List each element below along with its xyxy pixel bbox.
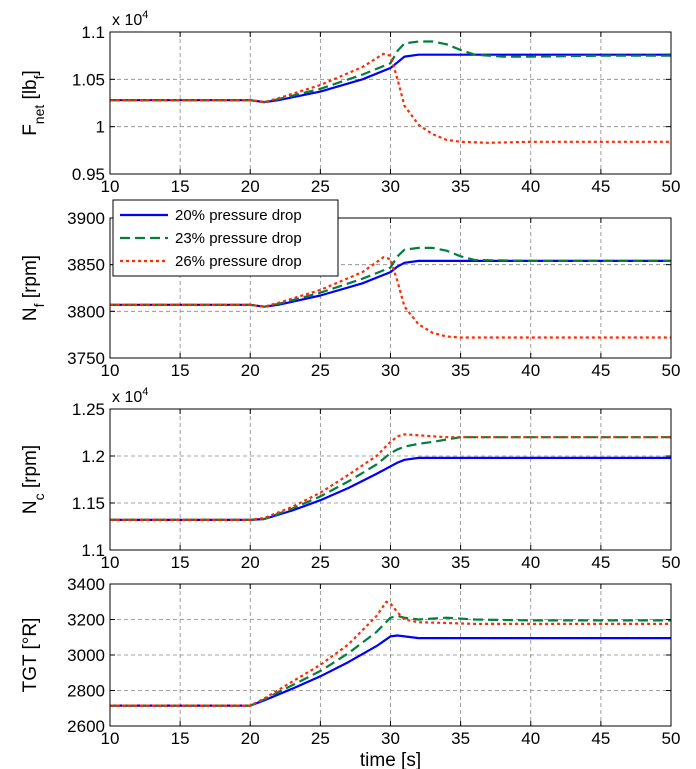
y-axis-label: Fnet [lbf] [20,70,47,136]
x-tick-label: 15 [171,177,190,196]
x-tick-label: 20 [241,361,260,380]
x-tick-label: 10 [101,553,120,572]
panel-2: 10 15 20 25 30 35 40 45 50 3750 3800 3850 3900 Nf [rp… [20,199,681,380]
y-tick-label: 3000 [67,646,105,665]
y-axis-label: TGT [°R] [20,618,41,693]
x-tick-label: 50 [662,553,681,572]
x-tick-label: 40 [521,729,540,748]
x-tick-label: 20 [241,177,260,196]
x-tick-label: 30 [381,177,400,196]
series-line-1 [110,634,671,707]
legend-label-3: 26% pressure drop [175,253,302,270]
panel-4: 10 15 20 25 30 35 40 45 50 2600 2800 3000 3200 3400 TG… [20,575,680,769]
x-tick-label: 30 [381,553,400,572]
x-tick-label: 15 [171,553,190,572]
x-tick-label: 50 [662,729,681,748]
x-tick-label: 50 [662,361,681,380]
panel-1: 10 15 20 25 30 35 40 45 50 0.95 1 1.05 1.1 x 104 Fnet … [20,9,680,196]
x-tick-label: 35 [451,553,470,572]
series-line-2 [110,436,671,522]
legend-label-2: 23% pressure drop [175,230,302,247]
y-tick-label: 1.05 [72,70,105,89]
y-tick-label: 3850 [67,256,105,275]
y-tick-label: 2800 [67,682,105,701]
x-tick-label: 45 [591,729,610,748]
y-axis-label: Nf [rpm] [20,255,47,321]
x-tick-label: 25 [311,361,330,380]
x-tick-label: 35 [451,361,470,380]
x-tick-label: 10 [101,177,120,196]
y-tick-label: 3750 [67,349,105,368]
series-line-2 [110,246,671,308]
series-line-3 [110,433,671,522]
series-line-3 [110,600,671,707]
x-tick-label: 25 [311,553,330,572]
series-line-2 [110,614,671,707]
x-tick-label: 30 [381,361,400,380]
x-tick-label: 10 [101,361,120,380]
y-multiplier: x 104 [112,386,148,406]
y-tick-label: 1.15 [72,494,105,513]
x-tick-label: 15 [171,729,190,748]
y-tick-label: 0.95 [72,165,105,184]
y-tick-label: 1.1 [81,23,105,42]
y-multiplier: x 104 [112,9,148,29]
y-tick-label: 1.2 [81,447,105,466]
x-axis-label: time [s] [360,750,421,769]
legend: 20% pressure drop 23% pressure drop 26% pr… [112,199,339,277]
x-tick-label: 45 [591,361,610,380]
x-tick-label: 40 [521,361,540,380]
y-tick-label: 3800 [67,302,105,321]
legend-label-1: 20% pressure drop [175,207,302,224]
x-tick-label: 35 [451,177,470,196]
x-tick-label: 50 [662,177,681,196]
y-tick-label: 1.25 [72,400,105,419]
x-tick-label: 30 [381,729,400,748]
y-tick-label: 2600 [67,717,105,736]
y-tick-label: 3400 [67,575,105,594]
series-line-1 [110,456,671,522]
y-tick-label: 3900 [67,209,105,228]
series-line-2 [110,40,671,104]
x-tick-label: 40 [521,553,540,572]
y-axis-label: Nc [rpm] [20,445,47,514]
x-tick-label: 20 [241,553,260,572]
x-tick-label: 45 [591,553,610,572]
x-tick-label: 35 [451,729,470,748]
x-tick-label: 15 [171,361,190,380]
y-tick-label: 3200 [67,611,105,630]
panel-3: 10 15 20 25 30 35 40 45 50 1.1 1.15 1.2 1.25 x 104 Nc … [20,386,680,572]
x-tick-label: 40 [521,177,540,196]
x-tick-label: 10 [101,729,120,748]
y-tick-label: 1.1 [81,541,105,560]
x-tick-label: 45 [591,177,610,196]
x-tick-label: 25 [311,729,330,748]
y-tick-label: 1 [96,118,105,137]
x-tick-label: 20 [241,729,260,748]
x-tick-label: 25 [311,177,330,196]
